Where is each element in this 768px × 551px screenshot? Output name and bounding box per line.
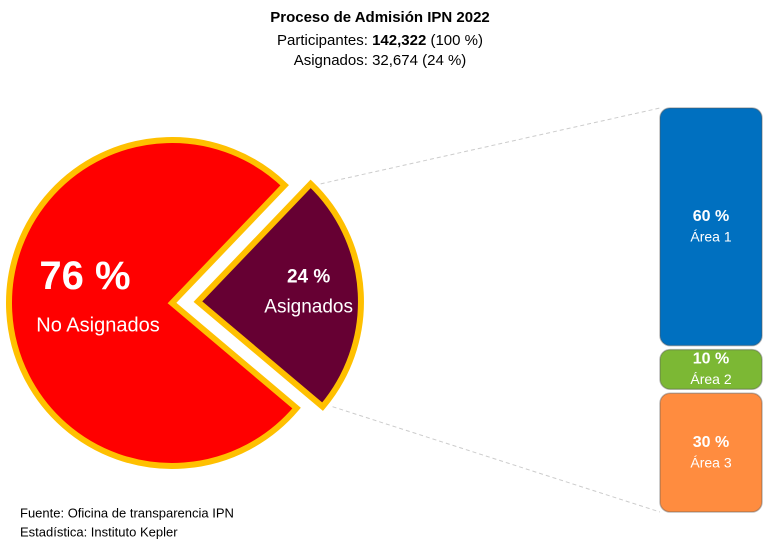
connector <box>320 107 661 185</box>
participants-share: (100 %) <box>430 32 483 49</box>
breakdown-bar <box>659 392 763 513</box>
chart-title: Proceso de Admisión IPN 2022 <box>270 9 490 26</box>
participants-value: 142,322 <box>372 32 426 49</box>
slice-label: Asignados <box>264 297 353 318</box>
slice-label: No Asignados <box>36 315 159 337</box>
value-label: 24 % <box>287 267 330 288</box>
participants-text: Participantes: <box>277 32 368 49</box>
subtitle: Participantes: 142,322 (100 %) <box>277 32 483 49</box>
connector <box>332 406 661 513</box>
breakdown-bar <box>659 107 763 347</box>
breakdown-value-label: 60 % <box>693 208 729 225</box>
pie-slice <box>6 137 301 469</box>
note: Fuente: Oficina de transparencia IPN <box>20 505 234 520</box>
note: Estadística: Instituto Kepler <box>20 524 178 539</box>
breakdown-value-label: 10 % <box>693 351 729 368</box>
breakdown-category: Área 2 <box>690 371 731 387</box>
subtitle: Asignados: 32,674 (24 %) <box>294 52 467 69</box>
pie-slice <box>193 179 364 411</box>
breakdown-category: Área 3 <box>690 454 731 470</box>
breakdown-bar <box>659 348 763 390</box>
breakdown-value-label: 30 % <box>693 434 729 451</box>
breakdown-category: Área 1 <box>690 229 731 245</box>
value-label: 76 % <box>39 254 130 298</box>
